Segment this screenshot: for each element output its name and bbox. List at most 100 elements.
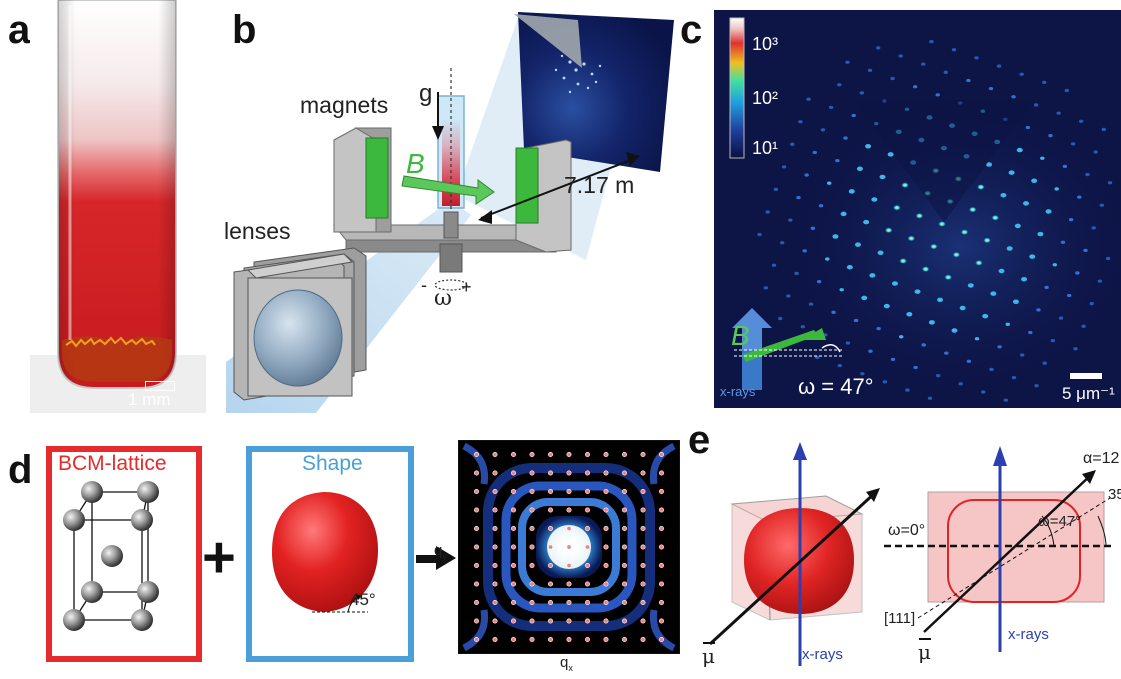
simulated-peak: [473, 526, 479, 532]
simulated-peak: [473, 637, 479, 643]
simulated-peak: [492, 637, 498, 643]
diffraction-peak: [935, 374, 941, 378]
simulated-peak: [510, 452, 516, 458]
simulated-peak: [603, 563, 609, 569]
diffraction-peak: [1083, 248, 1088, 253]
diffraction-peak: [868, 349, 873, 353]
scale-bar-a: [145, 381, 175, 391]
diffraction-peak: [771, 263, 777, 267]
diffraction-peak: [837, 363, 842, 368]
diffraction-peak: [802, 249, 807, 253]
diffraction-peak: [1091, 226, 1096, 230]
diffraction-peak: [871, 197, 878, 202]
test-tube-photo: [30, 0, 206, 413]
simulated-peak: [603, 488, 609, 494]
simulated-peak: [566, 544, 572, 550]
simulated-peak: [622, 618, 628, 624]
diffraction-peak: [929, 39, 934, 44]
diffraction-peak: [1045, 209, 1052, 214]
orientation-2d-diagram: [884, 442, 1121, 674]
diffraction-peak: [958, 382, 963, 386]
simulated-peak: [548, 600, 554, 606]
diffraction-peak: [943, 70, 949, 74]
panel-label-d: d: [8, 448, 33, 492]
diffraction-peak: [929, 243, 938, 250]
diffraction-peak: [781, 165, 787, 169]
diffraction-peak: [855, 242, 861, 247]
simulated-peak: [473, 488, 479, 494]
simulated-peak: [603, 600, 609, 606]
diffraction-peak: [800, 325, 805, 329]
simulated-peak: [473, 581, 479, 587]
rotation-plus-label: +: [461, 277, 472, 297]
xrays-label-e-left: x-rays: [802, 646, 843, 663]
simulated-peak: [510, 637, 516, 643]
diffraction-peak: [1042, 361, 1047, 365]
distance-label: 7.17 m: [564, 172, 635, 198]
diffraction-peak: [974, 337, 980, 341]
diffraction-peak: [887, 152, 894, 157]
simulated-peak: [529, 544, 535, 550]
axis-qy-sub: y: [442, 551, 447, 561]
simulated-peak: [640, 488, 646, 494]
diffraction-peak: [846, 264, 853, 270]
diffraction-peak: [913, 365, 918, 370]
diffraction-peak: [840, 211, 847, 217]
diffraction-peak: [915, 212, 924, 219]
simulated-peak: [640, 507, 646, 513]
simulated-peak: [603, 470, 609, 476]
simulated-peak: [566, 488, 572, 494]
simulated-peak: [548, 544, 554, 550]
diffraction-peak: [1089, 302, 1094, 306]
diffraction-peak: [960, 229, 969, 236]
diffraction-peak: [853, 318, 859, 323]
simulated-peak: [492, 618, 498, 624]
diffraction-peak: [757, 232, 762, 237]
diffraction-peak: [914, 289, 921, 294]
angle-35-label: 35: [1108, 486, 1121, 503]
diffraction-peak: [1060, 240, 1066, 244]
orientation-3d-diagram: [696, 442, 896, 674]
simulated-peak: [622, 600, 628, 606]
diffraction-peak: [1058, 316, 1064, 320]
diffraction-peak: [921, 62, 926, 66]
diffraction-peak: [1085, 172, 1090, 177]
simulated-peak: [510, 526, 516, 532]
lenses-label: lenses: [224, 218, 291, 244]
magnets-label: magnets: [300, 92, 389, 118]
colorbar-tick-100: 10²: [752, 88, 779, 108]
simulated-peak: [585, 600, 591, 606]
diffraction-peak: [765, 210, 770, 214]
diffraction-peak: [906, 311, 913, 317]
simulated-peak: [492, 581, 498, 587]
diffraction-peak: [944, 351, 949, 355]
simulated-peak: [659, 581, 665, 587]
simulated-peak: [603, 452, 609, 458]
simulated-peak: [585, 637, 591, 643]
simulated-peak: [659, 526, 665, 532]
omega-label-c: ω = 47°: [798, 374, 874, 399]
diffraction-peak: [835, 158, 840, 163]
colorbar-tick-1000: 10³: [752, 34, 779, 54]
axis-qx-label: qx: [560, 654, 573, 673]
diffraction-peak: [806, 97, 811, 101]
diffraction-peak: [879, 174, 886, 180]
shape-angle-label: 45°: [350, 590, 376, 609]
diffraction-peak: [832, 234, 839, 239]
simulated-peak: [640, 563, 646, 569]
shape-title: Shape: [302, 452, 363, 475]
diffraction-peak: [1105, 256, 1111, 261]
diffraction-peak: [938, 221, 946, 227]
simulated-peak: [640, 544, 646, 550]
simulated-peak: [640, 600, 646, 606]
alpha-label: α=12: [1083, 450, 1120, 467]
simulated-peak: [566, 470, 572, 476]
simulated-peak: [529, 581, 535, 587]
simulated-peak: [548, 488, 554, 494]
diffraction-peak: [952, 251, 961, 258]
simulated-peak: [622, 581, 628, 587]
simulated-peak: [566, 452, 572, 458]
simulated-peak: [585, 452, 591, 458]
simulated-peak: [603, 618, 609, 624]
diffraction-peak: [1034, 384, 1039, 388]
